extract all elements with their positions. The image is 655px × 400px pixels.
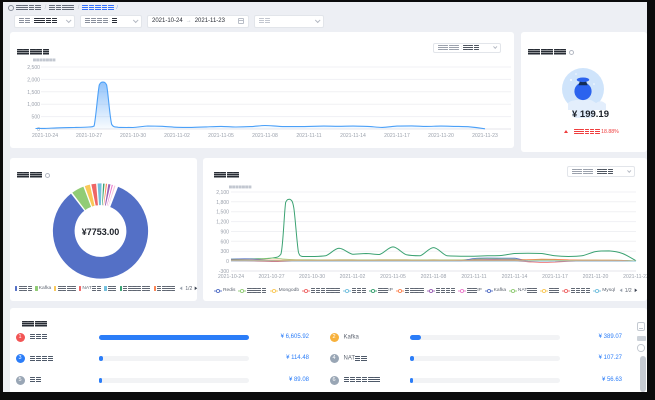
svg-text:2021-11-23: 2021-11-23 xyxy=(623,274,647,280)
svg-text:2021-10-27: 2021-10-27 xyxy=(258,274,284,280)
svg-text:600: 600 xyxy=(221,239,230,245)
svg-text:500: 500 xyxy=(32,115,41,121)
svg-text:0: 0 xyxy=(37,127,40,133)
svg-text:2021-11-05: 2021-11-05 xyxy=(208,133,234,139)
svg-text:2021-11-11: 2021-11-11 xyxy=(296,133,321,139)
svg-text:1,500: 1,500 xyxy=(216,210,229,216)
svg-text:2,500: 2,500 xyxy=(27,65,40,71)
svg-text:1,500: 1,500 xyxy=(27,90,40,96)
svg-text:2021-11-17: 2021-11-17 xyxy=(542,274,568,280)
svg-text:2,100: 2,100 xyxy=(216,190,229,196)
svg-text:1,200: 1,200 xyxy=(216,220,229,226)
svg-text:2021-11-14: 2021-11-14 xyxy=(502,274,528,280)
svg-text:2,000: 2,000 xyxy=(27,77,40,83)
svg-text:2021-11-08: 2021-11-08 xyxy=(421,274,447,280)
svg-text:2021-11-14: 2021-11-14 xyxy=(340,133,366,139)
svg-text:2021-11-05: 2021-11-05 xyxy=(380,274,406,280)
svg-text:2021-10-24: 2021-10-24 xyxy=(32,133,58,139)
svg-text:2021-11-20: 2021-11-20 xyxy=(428,133,454,139)
svg-text:2021-11-02: 2021-11-02 xyxy=(164,133,190,139)
svg-text:2021-10-24: 2021-10-24 xyxy=(218,274,244,280)
svg-text:300: 300 xyxy=(221,249,230,255)
svg-text:2021-11-02: 2021-11-02 xyxy=(340,274,366,280)
svg-text:2021-11-17: 2021-11-17 xyxy=(384,133,410,139)
svg-text:1,800: 1,800 xyxy=(216,200,229,206)
svg-text:2021-11-08: 2021-11-08 xyxy=(252,133,278,139)
svg-text:2021-10-30: 2021-10-30 xyxy=(120,133,146,139)
svg-text:2021-11-23: 2021-11-23 xyxy=(472,133,498,139)
svg-text:2021-11-20: 2021-11-20 xyxy=(583,274,609,280)
svg-text:1,000: 1,000 xyxy=(27,102,40,108)
svg-text:2021-11-11: 2021-11-11 xyxy=(461,274,486,280)
svg-text:2021-10-27: 2021-10-27 xyxy=(76,133,102,139)
svg-text:2021-10-30: 2021-10-30 xyxy=(299,274,325,280)
svg-text:0: 0 xyxy=(226,259,229,265)
svg-text:900: 900 xyxy=(221,230,230,236)
svg-text:-300: -300 xyxy=(219,269,229,275)
